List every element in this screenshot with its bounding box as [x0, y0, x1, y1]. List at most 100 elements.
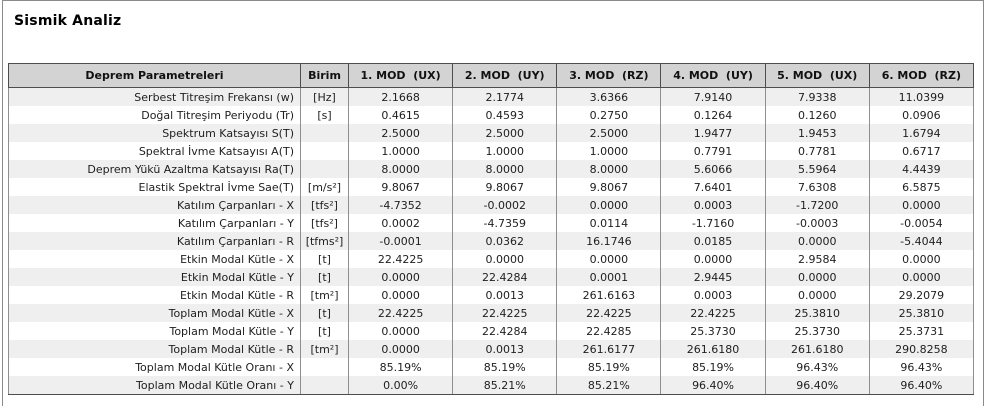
column-header-mode-5: 5. MOD (UX): [764, 63, 870, 88]
mode-3-value: 22.4285: [556, 322, 662, 340]
mode-5-value: -1.7200: [764, 196, 870, 214]
mode-6-value: 96.40%: [868, 376, 975, 395]
mode-6-value: 11.0399: [868, 87, 975, 106]
column-header-unit: Birim: [300, 63, 349, 88]
parameter-label: Toplam Modal Kütle Oranı - Y: [8, 376, 301, 395]
table-row: Spektrum Katsayısı S(T) 2.5000 2.5000 2.500…: [8, 124, 975, 142]
column-header-parameters: Deprem Parametreleri: [8, 63, 301, 88]
mode-4-value: 0.7791: [660, 142, 766, 160]
mode-2-value: 1.0000: [452, 142, 558, 160]
mode-5-value: 25.3730: [764, 322, 870, 340]
table-row: Toplam Modal Kütle Oranı - Y 0.00% 85.21% 8…: [8, 376, 975, 395]
mode-1-value: 2.1668: [347, 87, 454, 106]
mode-6-value: 25.3731: [868, 322, 975, 340]
table-row: Doğal Titreşim Periyodu (Tr) [s] 0.4615 0.4…: [8, 106, 975, 124]
mode-4-value: 0.0003: [660, 286, 766, 304]
unit-label: [t]: [300, 250, 349, 268]
parameter-label: Elastik Spektral İvme Sae(T): [8, 178, 301, 196]
mode-3-value: 16.1746: [556, 232, 662, 250]
column-header-mode-3: 3. MOD (RZ): [556, 63, 662, 88]
mode-3-value: 85.19%: [556, 358, 662, 376]
mode-2-value: 0.0362: [452, 232, 558, 250]
table-row: Toplam Modal Kütle - R [tm²] 0.0000 0.0013 2…: [8, 340, 975, 358]
mode-4-value: -1.7160: [660, 214, 766, 232]
table-row: Toplam Modal Kütle Oranı - X 85.19% 85.19%…: [8, 358, 975, 376]
mode-3-value: 85.21%: [556, 376, 662, 395]
unit-label: [tm²]: [300, 286, 349, 304]
mode-5-value: 96.40%: [764, 376, 870, 395]
mode-2-value: 85.19%: [452, 358, 558, 376]
mode-1-value: 22.4225: [347, 250, 454, 268]
mode-1-value: 85.19%: [347, 358, 454, 376]
seismic-parameters-table: Deprem Parametreleri Birim 1. MOD (UX) 2…: [8, 63, 975, 395]
unit-label: [t]: [300, 322, 349, 340]
parameter-label: Toplam Modal Kütle Oranı - X: [8, 358, 301, 376]
mode-5-value: 96.43%: [764, 358, 870, 376]
mode-3-value: 3.6366: [556, 87, 662, 106]
unit-label: [s]: [300, 106, 349, 124]
mode-4-value: 96.40%: [660, 376, 766, 395]
column-header-mode-6: 6. MOD (RZ): [868, 63, 975, 88]
parameter-label: Katılım Çarpanları - Y: [8, 214, 301, 232]
mode-1-value: 8.0000: [347, 160, 454, 178]
mode-3-value: 261.6163: [556, 286, 662, 304]
mode-2-value: -4.7359: [452, 214, 558, 232]
unit-label: [300, 358, 349, 376]
mode-4-value: 7.9140: [660, 87, 766, 106]
mode-1-value: 9.8067: [347, 178, 454, 196]
mode-1-value: 0.00%: [347, 376, 454, 395]
mode-2-value: 85.21%: [452, 376, 558, 395]
mode-4-value: 0.0185: [660, 232, 766, 250]
mode-1-value: -4.7352: [347, 196, 454, 214]
unit-label: [m/s²]: [300, 178, 349, 196]
table-row: Katılım Çarpanları - R [tfms²] -0.0001 0.03…: [8, 232, 975, 250]
mode-2-value: 2.5000: [452, 124, 558, 142]
column-header-mode-1: 1. MOD (UX): [347, 63, 454, 88]
mode-2-value: 0.0013: [452, 286, 558, 304]
mode-6-value: -5.4044: [868, 232, 975, 250]
parameter-label: Etkin Modal Kütle - Y: [8, 268, 301, 286]
page-title: Sismik Analiz: [14, 13, 122, 29]
mode-3-value: 0.0114: [556, 214, 662, 232]
table-row: Etkin Modal Kütle - X [t] 22.4225 0.0000 0.0…: [8, 250, 975, 268]
mode-1-value: 0.0002: [347, 214, 454, 232]
mode-2-value: 2.1774: [452, 87, 558, 106]
mode-5-value: 7.9338: [764, 87, 870, 106]
mode-6-value: 29.2079: [868, 286, 975, 304]
mode-1-value: 0.4615: [347, 106, 454, 124]
column-header-mode-4: 4. MOD (UY): [660, 63, 766, 88]
mode-3-value: 0.0000: [556, 196, 662, 214]
parameter-label: Deprem Yükü Azaltma Katsayısı Ra(T): [8, 160, 301, 178]
unit-label: [tfms²]: [300, 232, 349, 250]
table-row: Deprem Yükü Azaltma Katsayısı Ra(T) 8.000…: [8, 160, 975, 178]
mode-2-value: 0.0000: [452, 250, 558, 268]
mode-3-value: 261.6177: [556, 340, 662, 358]
mode-5-value: -0.0003: [764, 214, 870, 232]
mode-3-value: 0.0000: [556, 250, 662, 268]
parameter-label: Katılım Çarpanları - X: [8, 196, 301, 214]
mode-4-value: 25.3730: [660, 322, 766, 340]
mode-6-value: 25.3810: [868, 304, 975, 322]
table-row: Toplam Modal Kütle - Y [t] 0.0000 22.4284 22…: [8, 322, 975, 340]
mode-6-value: 0.0000: [868, 250, 975, 268]
parameter-label: Spektral İvme Katsayısı A(T): [8, 142, 301, 160]
unit-label: [tfs²]: [300, 214, 349, 232]
mode-4-value: 2.9445: [660, 268, 766, 286]
mode-5-value: 2.9584: [764, 250, 870, 268]
table-row: Etkin Modal Kütle - Y [t] 0.0000 22.4284 0.0…: [8, 268, 975, 286]
mode-5-value: 25.3810: [764, 304, 870, 322]
mode-3-value: 0.2750: [556, 106, 662, 124]
unit-label: [300, 160, 349, 178]
mode-4-value: 5.6066: [660, 160, 766, 178]
parameter-label: Toplam Modal Kütle - R: [8, 340, 301, 358]
mode-4-value: 7.6401: [660, 178, 766, 196]
mode-3-value: 9.8067: [556, 178, 662, 196]
mode-5-value: 7.6308: [764, 178, 870, 196]
mode-4-value: 85.19%: [660, 358, 766, 376]
mode-1-value: 0.0000: [347, 286, 454, 304]
mode-2-value: 22.4284: [452, 322, 558, 340]
mode-6-value: 290.8258: [868, 340, 975, 358]
mode-5-value: 0.1260: [764, 106, 870, 124]
mode-6-value: 0.0906: [868, 106, 975, 124]
mode-6-value: 6.5875: [868, 178, 975, 196]
